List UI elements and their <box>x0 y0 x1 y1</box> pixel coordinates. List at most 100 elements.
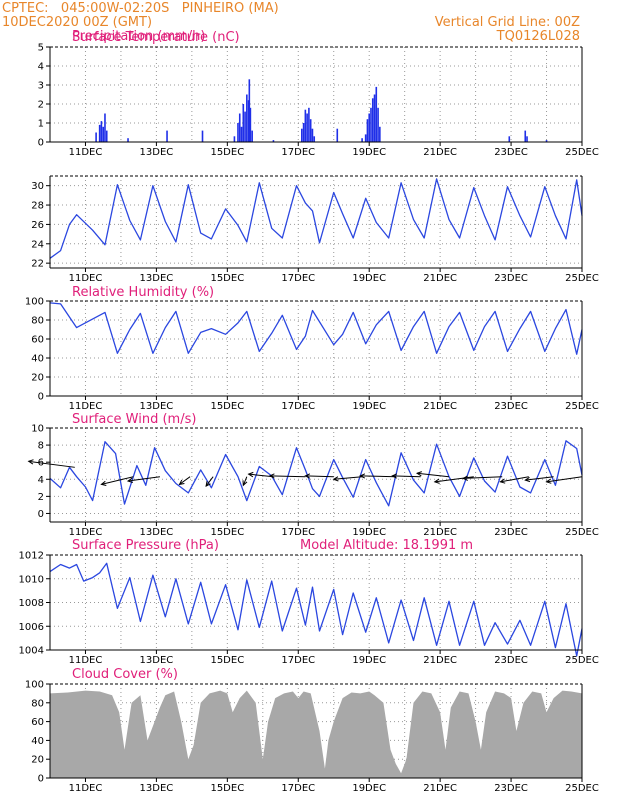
wind-arrow-head <box>359 473 366 479</box>
wind-arrow-shaft <box>434 476 474 483</box>
wind-arrow-shaft <box>333 476 363 480</box>
wind-arrow <box>27 459 75 468</box>
wind-xtick-label: 23DEC <box>494 527 528 538</box>
precipitation-bar <box>524 130 527 142</box>
humidity-xtick-label: 21DEC <box>423 401 457 412</box>
panels: 0 1 2 3 4 5 11DEC 13DEC 15DEC 17DEC 19DEC 21DEC 23DE… <box>19 29 599 794</box>
cloud_cover-xtick-label: 13DEC <box>140 783 174 794</box>
pressure-xtick-label: 13DEC <box>140 655 174 666</box>
precipitation-bar <box>304 109 307 142</box>
temperature-xtick-label: 11DEC <box>69 273 103 284</box>
header-date: 10DEC2020 00Z (GMT) <box>2 15 152 30</box>
humidity-xtick-label: 15DEC <box>210 401 244 412</box>
wind-arrow <box>178 476 191 486</box>
wind-arrow-head <box>247 471 254 478</box>
pressure-ytick-label: 1006 <box>19 622 44 633</box>
cloud_cover-xtick-label: 21DEC <box>423 783 457 794</box>
humidity-ytick-label: 40 <box>31 354 44 365</box>
temperature-xtick-label: 13DEC <box>140 273 174 284</box>
precipitation-bar <box>201 130 204 142</box>
wind-ytick-label: 4 <box>38 475 44 486</box>
precipitation-bar <box>313 136 316 142</box>
humidity-xtick-label: 19DEC <box>352 401 386 412</box>
wind-title: Surface Wind (m/s) <box>72 412 196 427</box>
pressure-xtick-label: 21DEC <box>423 655 457 666</box>
precipitation-panel: 0 1 2 3 4 5 11DEC 13DEC 15DEC 17DEC 19DEC 21DEC 23DE… <box>38 29 599 158</box>
humidity-title: Relative Humidity (%) <box>72 285 214 300</box>
wind-arrow <box>304 473 334 479</box>
cloud_cover-ytick-label: 0 <box>38 774 44 785</box>
wind-arrow <box>332 476 363 482</box>
precipitation-bar <box>233 136 236 142</box>
pressure-xtick-label: 15DEC <box>210 655 244 666</box>
wind-arrow-head <box>100 480 107 486</box>
header-model-id: TQ0126L028 <box>496 29 580 44</box>
header-station: CPTEC: 045:00W-02:20S PINHEIRO (MA) <box>2 1 279 16</box>
precipitation-ytick-label: 4 <box>38 62 44 73</box>
wind-arrow-shaft <box>179 476 191 485</box>
precipitation-bar <box>240 126 243 142</box>
precipitation-bar <box>102 126 104 142</box>
precipitation-bar <box>361 138 363 142</box>
wind-arrow <box>126 476 161 483</box>
humidity-xtick-label: 11DEC <box>69 401 103 412</box>
humidity-xtick-label: 23DEC <box>494 401 528 412</box>
precipitation-bar <box>251 130 253 142</box>
precipitation-bar <box>244 111 246 142</box>
temperature-xtick-label: 21DEC <box>423 273 457 284</box>
wind-arrow-head <box>433 478 440 484</box>
wind-xtick-label: 19DEC <box>352 527 386 538</box>
precipitation-bar <box>246 94 248 142</box>
precipitation-bar <box>377 107 379 142</box>
wind-arrow-head <box>242 480 248 487</box>
precipitation-ytick-label: 3 <box>38 81 44 92</box>
wind-arrow-shaft <box>242 476 248 486</box>
pressure-panel: 1004 1006 1008 1010 1012 11DEC 13DEC 15DEC 17DEC… <box>19 538 599 666</box>
precipitation-xtick-label: 21DEC <box>423 147 457 158</box>
pressure-xtick-label: 17DEC <box>281 655 315 666</box>
wind-arrow-shaft <box>101 476 134 485</box>
wind-arrow-shaft <box>463 476 503 479</box>
cloud_cover-xtick-label: 19DEC <box>352 783 386 794</box>
precipitation-bar <box>375 86 378 142</box>
wind-xtick-label: 17DEC <box>281 527 315 538</box>
humidity-panel: 0 20 40 60 80 100 11DEC 13DEC 15DEC 17DEC 19DEC 21D… <box>25 285 599 412</box>
pressure-ytick-label: 1010 <box>19 574 44 585</box>
temperature-ytick-label: 24 <box>31 239 44 250</box>
wind-series-line-0 <box>49 440 583 507</box>
precipitation-bar <box>237 123 239 142</box>
cloud_cover-ytick-label: 20 <box>31 755 44 766</box>
wind-arrow-head <box>545 478 552 484</box>
pressure-xtick-label: 25DEC <box>565 655 599 666</box>
humidity-ytick-label: 60 <box>31 335 44 346</box>
wind-arrow-head <box>415 471 422 477</box>
wind-arrow <box>100 476 134 486</box>
precipitation-bar <box>301 128 303 142</box>
wind-arrow <box>247 471 274 478</box>
precipitation-bar <box>508 136 511 142</box>
humidity-ytick-label: 20 <box>31 373 44 384</box>
wind-xtick-label: 11DEC <box>69 527 103 538</box>
wind-arrow-head <box>304 473 311 479</box>
precipitation-bar <box>306 113 308 142</box>
temperature-ytick-label: 28 <box>31 201 44 212</box>
precipitation-bar <box>311 128 314 142</box>
precipitation-bar <box>370 107 372 142</box>
wind-ytick-label: 2 <box>38 492 44 503</box>
wind-arrow <box>391 473 421 479</box>
cloud_cover-xtick-label: 23DEC <box>494 783 528 794</box>
header: CPTEC: 045:00W-02:20S PINHEIRO (MA) 10DE… <box>2 1 580 44</box>
humidity-ytick-label: 0 <box>38 392 44 403</box>
wind-arrow <box>524 476 554 483</box>
wind-arrow-shaft <box>269 475 306 478</box>
wind-arrow-shaft <box>127 476 161 482</box>
humidity-ytick-label: 80 <box>31 316 44 327</box>
precipitation-bar <box>166 130 168 142</box>
wind-arrow-head <box>462 475 468 481</box>
cloud_cover-panel: 0 20 40 60 80 100 11DEC 13DEC 15DEC 17DEC 19DEC 21D… <box>25 667 599 794</box>
wind-arrow-head <box>205 481 211 488</box>
temperature-title: Surface Temperature (nC) <box>72 30 240 45</box>
precipitation-bar <box>242 104 245 142</box>
precipitation-bar <box>248 79 251 142</box>
precipitation-bar <box>379 126 381 142</box>
